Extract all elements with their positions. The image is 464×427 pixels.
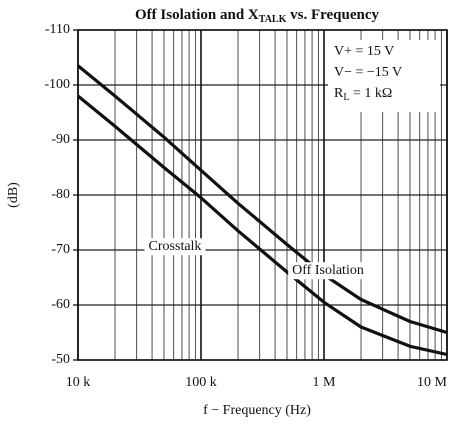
series-label-bg bbox=[144, 238, 206, 256]
y-tick-label: -70 bbox=[51, 242, 70, 257]
y-tick-label: -110 bbox=[45, 22, 70, 37]
x-tick-label: 100 k bbox=[185, 375, 217, 390]
y-axis-label: (dB) bbox=[6, 182, 21, 208]
chart-title: Off Isolation and XTALK vs. Frequency bbox=[135, 7, 380, 25]
series-line bbox=[76, 64, 448, 335]
annotation-rest: = 1 kΩ bbox=[349, 86, 392, 101]
series-label-bg bbox=[288, 262, 368, 280]
annotation-bg bbox=[328, 40, 440, 112]
lines bbox=[76, 64, 448, 357]
x-tick-label: 1 M bbox=[313, 375, 337, 390]
plot-frame bbox=[77, 29, 448, 361]
y-tick-label: -80 bbox=[51, 187, 70, 202]
labels: -110 -100 -90 -80 -70 -60 -50 10 k 100 k 1 M 10 M O… bbox=[44, 22, 447, 390]
x-tick-label: 10 k bbox=[66, 375, 91, 390]
y-tick-label: -60 bbox=[51, 297, 70, 312]
annotation-subscript: L bbox=[343, 92, 349, 103]
y-tick-label: -50 bbox=[51, 352, 70, 367]
series-label: Crosstalk bbox=[149, 239, 202, 254]
title-text: Off Isolation and X bbox=[135, 7, 259, 23]
title-rest: vs. Frequency bbox=[286, 7, 379, 23]
x-axis-label: f − Frequency (Hz) bbox=[203, 403, 311, 418]
annotation-text: R bbox=[334, 86, 344, 101]
series-line bbox=[76, 94, 448, 357]
x-tick-label: 10 M bbox=[417, 375, 448, 390]
annotation: V− = −15 V bbox=[334, 65, 402, 80]
annotation: RL = 1 kΩ bbox=[334, 86, 392, 103]
y-tick-label: -100 bbox=[44, 77, 70, 92]
y-tick-label: -90 bbox=[51, 132, 70, 147]
title-subscript: TALK bbox=[259, 14, 287, 25]
annotation: V+ = 15 V bbox=[334, 44, 394, 59]
grid bbox=[73, 29, 448, 361]
series-label: Off Isolation bbox=[292, 263, 364, 278]
